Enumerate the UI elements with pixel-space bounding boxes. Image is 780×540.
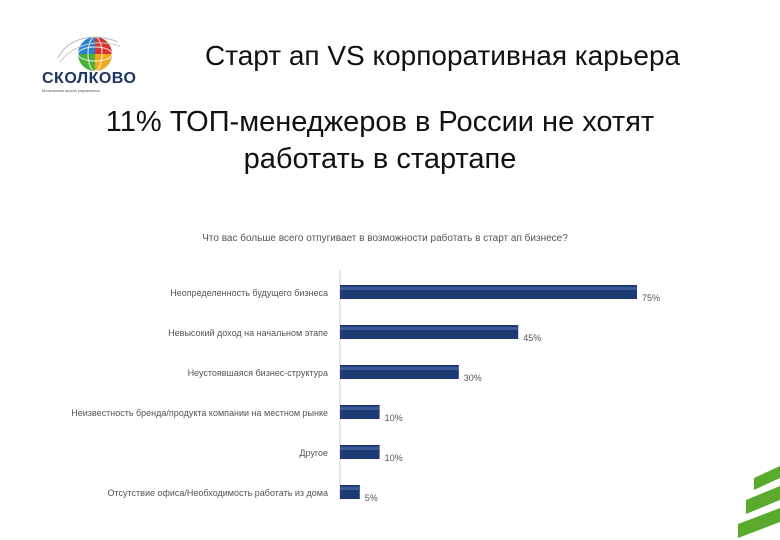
category-label: Невысокий доход на начальном этапе [168, 328, 328, 338]
value-label: 30% [464, 373, 482, 383]
category-label: Другое [299, 448, 328, 458]
bar-highlight [340, 287, 637, 290]
bar-highlight [340, 327, 519, 330]
value-label: 10% [385, 453, 403, 463]
globe-logo-icon [57, 36, 121, 72]
category-label: Неопределенность будущего бизнеса [170, 288, 328, 298]
skolkovo-logo [57, 36, 121, 72]
value-label: 75% [642, 293, 660, 303]
logo-tagline: Московская школа управления [42, 88, 100, 93]
category-label: Неизвестность бренда/продукта компании н… [71, 408, 328, 418]
logo-wordmark: СКОЛКОВО [42, 70, 137, 87]
value-label: 45% [523, 333, 541, 343]
chart-title: Что вас больше всего отпугивает в возмож… [202, 232, 568, 244]
slide-heading: 11% ТОП-менеджеров в России не хотят раб… [105, 106, 655, 175]
green-stripes-icon [738, 466, 780, 538]
bar-highlight [340, 487, 360, 490]
category-label: Неустоявшаяся бизнес-структура [188, 368, 328, 378]
value-label: 5% [365, 493, 378, 503]
corner-decoration [738, 466, 780, 538]
category-label: Отсутствие офиса/Необходимость работать … [108, 488, 329, 498]
bar-highlight [340, 367, 459, 370]
bar-highlight [340, 447, 380, 450]
slide-title: Старт ап VS корпоративная карьера [205, 40, 681, 71]
value-label: 10% [385, 413, 403, 423]
bar-chart: Что вас больше всего отпугивает в возмож… [71, 232, 660, 503]
bar-highlight [340, 407, 380, 410]
